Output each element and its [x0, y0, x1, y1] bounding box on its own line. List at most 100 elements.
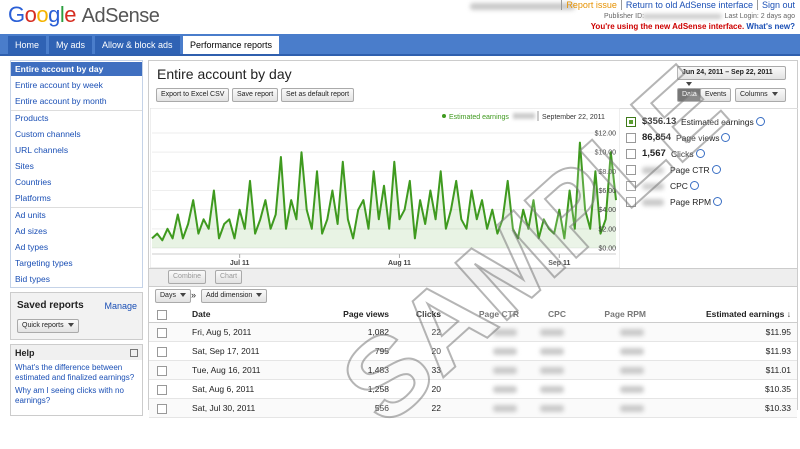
report-button[interactable]: Export to Excel CSV [156, 88, 230, 102]
metric-checkbox[interactable] [626, 117, 636, 127]
table-cell: $11.93 [765, 346, 791, 356]
manage-link[interactable]: Manage [104, 301, 137, 311]
sidebar-item[interactable]: Targeting types [15, 258, 73, 268]
sidebar-item[interactable]: Entire account by month [15, 96, 107, 106]
sidebar-item[interactable]: Ad types [15, 242, 49, 252]
events-toggle[interactable]: Events [700, 88, 732, 102]
row-checkbox[interactable] [157, 328, 167, 338]
help-icon[interactable] [690, 181, 699, 190]
sidebar-item[interactable]: URL channels [15, 145, 69, 155]
quick-reports-button[interactable]: Quick reports [17, 319, 79, 333]
help-link[interactable]: Why am I seeing clicks with no earnings? [15, 386, 124, 405]
column-header[interactable]: Estimated earnings ↓ [705, 309, 791, 319]
blurred-cell [493, 386, 517, 393]
columns-label: Columns [740, 91, 768, 98]
sidebar-item[interactable]: Bid types [15, 274, 50, 284]
columns-button[interactable]: Columns [735, 88, 786, 102]
column-header[interactable]: Page RPM [604, 309, 646, 319]
metric-label: Page RPM [670, 197, 712, 207]
table-cell: 22 [431, 403, 441, 413]
sidebar-item[interactable]: Ad units [15, 210, 46, 220]
help-icon[interactable] [713, 197, 722, 206]
blurred-metric-value [642, 199, 664, 206]
help-title: Help [15, 348, 35, 358]
last-login: Last Login: 2 days ago [724, 13, 795, 20]
collapse-icon[interactable] [130, 349, 138, 357]
logo: Google AdSense [8, 2, 160, 28]
help-icon[interactable] [756, 117, 765, 126]
sidebar-item[interactable]: Ad sizes [15, 226, 48, 236]
metric-label: Page CTR [670, 165, 710, 175]
days-button[interactable]: Days [155, 289, 191, 303]
nav-tab[interactable]: Performance reports [183, 36, 280, 54]
blurred-cell [540, 348, 564, 355]
sidebar-item[interactable]: Countries [15, 177, 52, 187]
table-row [149, 342, 797, 361]
table-cell: $11.01 [765, 365, 791, 375]
column-header[interactable]: Page CTR [478, 309, 519, 319]
metric-checkbox[interactable] [626, 181, 636, 191]
legend-date: September 22, 2011 [542, 114, 605, 121]
blurred-cell [493, 405, 517, 412]
sidebar-item[interactable]: Custom channels [15, 129, 81, 139]
blurred-cell [540, 386, 564, 393]
metric-label: Clicks [671, 149, 694, 159]
sidebar-item[interactable]: Entire account by week [15, 80, 103, 90]
area [152, 142, 616, 248]
top-link[interactable]: Sign out [756, 0, 795, 10]
y-tick-label: $4.00 [598, 207, 616, 214]
metric-label: Page views [676, 133, 720, 143]
metric-checkbox[interactable] [626, 197, 636, 207]
table-cell: 1,258 [367, 384, 389, 394]
nav-tab[interactable]: Allow & block ads [95, 36, 180, 54]
column-header[interactable]: Date [192, 309, 211, 319]
blurred-cell [620, 348, 644, 355]
help-icon[interactable] [721, 133, 730, 142]
report-button[interactable]: Set as default report [281, 88, 355, 102]
row-checkbox[interactable] [157, 366, 167, 376]
nav-tab[interactable]: My ads [49, 36, 93, 54]
publisher-id: Publisher ID: [604, 13, 645, 20]
report-panel [148, 60, 798, 410]
row-checkbox[interactable] [157, 347, 167, 357]
help-icon[interactable] [712, 165, 721, 174]
help-icon[interactable] [696, 149, 705, 158]
add-dimension-button[interactable]: Add dimension [201, 289, 268, 303]
metric-checkbox[interactable] [626, 133, 636, 143]
blurred-metric-value [642, 183, 664, 190]
combine-button[interactable]: Combine [168, 270, 207, 284]
help-box: Help What's the difference between estim… [10, 344, 143, 416]
y-tick-label: $12.00 [595, 131, 617, 138]
report-button[interactable]: Save report [232, 88, 279, 102]
row-checkbox[interactable] [157, 385, 167, 395]
data-toggle[interactable]: Data [677, 88, 702, 102]
whats-new-link[interactable]: What's new? [746, 22, 795, 31]
chart-button[interactable]: Chart [215, 270, 243, 284]
table-cell: 22 [431, 327, 441, 337]
nav-tab[interactable]: Home [8, 36, 47, 54]
logo-google: Google [8, 2, 77, 27]
top-link[interactable]: Return to old AdSense interface [620, 0, 753, 10]
x-tick-label: Sep 11 [548, 260, 570, 267]
help-link[interactable]: What's the difference between estimated … [15, 363, 135, 382]
sidebar-item[interactable]: Products [15, 113, 49, 123]
sidebar-item[interactable]: Sites [15, 161, 34, 171]
metric-checkbox[interactable] [626, 165, 636, 175]
metric-checkbox[interactable] [626, 149, 636, 159]
blurred-cell [540, 405, 564, 412]
header-checkbox[interactable] [157, 310, 167, 320]
row-checkbox[interactable] [157, 404, 167, 414]
column-header[interactable]: Clicks [415, 309, 441, 319]
metric-value: $356.13 [642, 116, 677, 127]
sidebar-item[interactable]: Entire account by day [11, 62, 142, 76]
column-header[interactable]: Page views [343, 309, 389, 319]
top-link[interactable]: Report issue [561, 0, 617, 10]
column-header[interactable]: CPC [548, 309, 566, 319]
sidebar-divider [11, 207, 142, 208]
blurred-cell [620, 386, 644, 393]
x-tick-label: Aug 11 [388, 260, 411, 267]
y-tick-label: $8.00 [598, 169, 616, 176]
date-range-button[interactable]: Jun 24, 2011 – Sep 22, 2011 [677, 66, 786, 87]
sidebar-item[interactable]: Platforms [15, 193, 51, 203]
